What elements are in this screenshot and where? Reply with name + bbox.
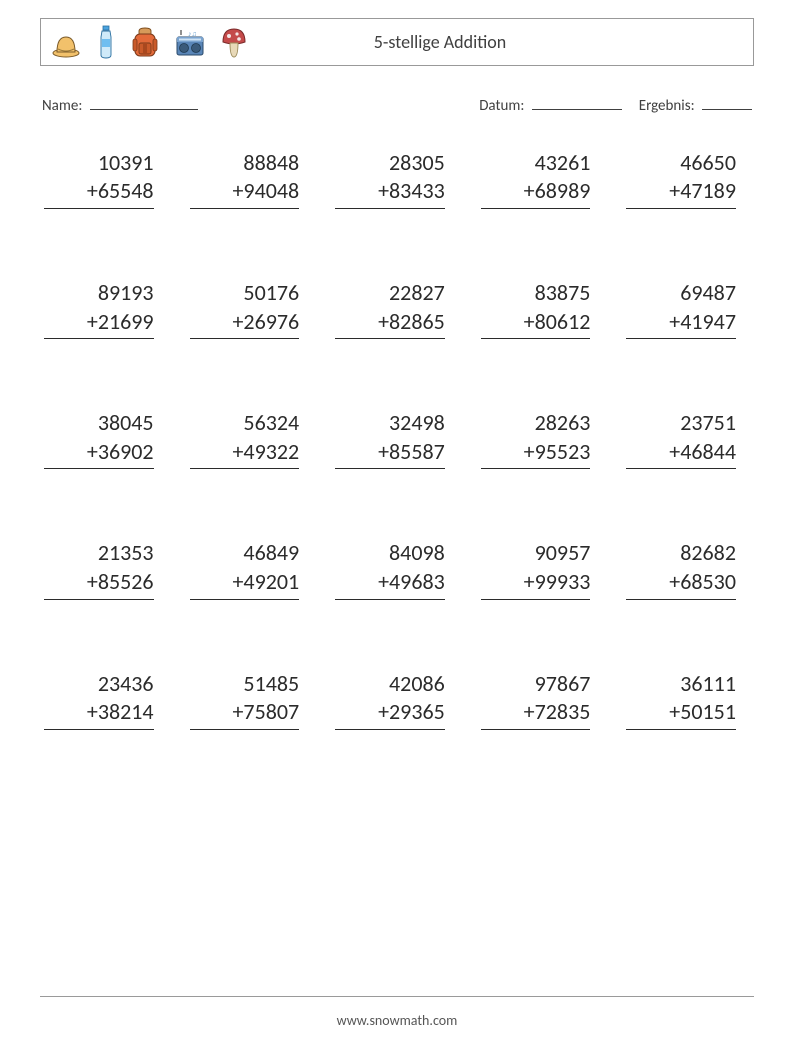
operand-bottom: +68530	[626, 568, 736, 600]
operand-bottom: +47189	[626, 177, 736, 209]
operand-bottom: +36902	[44, 438, 154, 470]
problem-3: 28305+83433	[335, 149, 459, 209]
problem-5: 46650+47189	[626, 149, 750, 209]
operand-top: 23436	[44, 670, 154, 699]
operand-bottom: +49322	[190, 438, 300, 470]
operand-top: 51485	[190, 670, 300, 699]
operand-top: 89193	[44, 279, 154, 308]
operand-bottom: +85526	[44, 568, 154, 600]
problem-2: 88848+94048	[190, 149, 314, 209]
operand-top: 42086	[335, 670, 445, 699]
operand-bottom: +80612	[481, 308, 591, 340]
problem-14: 28263+95523	[481, 409, 605, 469]
problem-1: 10391+65548	[44, 149, 168, 209]
operand-top: 46650	[626, 149, 736, 178]
operand-top: 84098	[335, 539, 445, 568]
backpack-icon	[131, 27, 159, 59]
operand-bottom: +72835	[481, 698, 591, 730]
problem-11: 38045+36902	[44, 409, 168, 469]
operand-bottom: +65548	[44, 177, 154, 209]
operand-top: 50176	[190, 279, 300, 308]
operand-bottom: +26976	[190, 308, 300, 340]
problem-12: 56324+49322	[190, 409, 314, 469]
problem-23: 42086+29365	[335, 670, 459, 730]
operand-top: 28305	[335, 149, 445, 178]
operand-top: 46849	[190, 539, 300, 568]
footer-rule	[40, 996, 754, 997]
operand-top: 88848	[190, 149, 300, 178]
operand-top: 43261	[481, 149, 591, 178]
result-label: Ergebnis:	[639, 97, 695, 115]
operand-bottom: +46844	[626, 438, 736, 470]
footer-text: www.snowmath.com	[0, 1012, 794, 1029]
operand-top: 56324	[190, 409, 300, 438]
bottle-icon	[97, 25, 115, 59]
operand-bottom: +49201	[190, 568, 300, 600]
radio-icon: ♪♫	[175, 29, 205, 59]
header-icons: ♪♫	[51, 25, 247, 59]
info-row: Name: Datum: Ergebnis:	[40, 94, 754, 115]
problem-13: 32498+85587	[335, 409, 459, 469]
operand-top: 83875	[481, 279, 591, 308]
problem-4: 43261+68989	[481, 149, 605, 209]
operand-top: 23751	[626, 409, 736, 438]
problem-15: 23751+46844	[626, 409, 750, 469]
problem-7: 50176+26976	[190, 279, 314, 339]
operand-top: 32498	[335, 409, 445, 438]
operand-bottom: +82865	[335, 308, 445, 340]
problem-8: 22827+82865	[335, 279, 459, 339]
operand-bottom: +49683	[335, 568, 445, 600]
result-blank[interactable]	[702, 94, 752, 110]
problem-20: 82682+68530	[626, 539, 750, 599]
problem-21: 23436+38214	[44, 670, 168, 730]
problem-22: 51485+75807	[190, 670, 314, 730]
operand-bottom: +85587	[335, 438, 445, 470]
mushroom-icon	[221, 27, 247, 59]
worksheet-title: 5-stellige Addition	[247, 31, 743, 53]
operand-bottom: +99933	[481, 568, 591, 600]
operand-top: 82682	[626, 539, 736, 568]
operand-bottom: +50151	[626, 698, 736, 730]
problem-24: 97867+72835	[481, 670, 605, 730]
operand-top: 38045	[44, 409, 154, 438]
problem-17: 46849+49201	[190, 539, 314, 599]
operand-top: 10391	[44, 149, 154, 178]
operand-top: 90957	[481, 539, 591, 568]
operand-bottom: +83433	[335, 177, 445, 209]
operand-bottom: +38214	[44, 698, 154, 730]
operand-top: 21353	[44, 539, 154, 568]
problem-9: 83875+80612	[481, 279, 605, 339]
operand-top: 69487	[626, 279, 736, 308]
header-box: ♪♫ 5-stellige Addition	[40, 18, 754, 66]
operand-bottom: +29365	[335, 698, 445, 730]
problem-19: 90957+99933	[481, 539, 605, 599]
operand-bottom: +94048	[190, 177, 300, 209]
operand-bottom: +68989	[481, 177, 591, 209]
operand-bottom: +95523	[481, 438, 591, 470]
problem-25: 36111+50151	[626, 670, 750, 730]
operand-top: 36111	[626, 670, 736, 699]
operand-top: 22827	[335, 279, 445, 308]
problem-16: 21353+85526	[44, 539, 168, 599]
operand-bottom: +21699	[44, 308, 154, 340]
problems-grid: 10391+6554888848+9404828305+8343343261+6…	[40, 149, 754, 730]
date-label: Datum:	[479, 97, 524, 115]
name-blank[interactable]	[90, 94, 198, 110]
operand-bottom: +41947	[626, 308, 736, 340]
problem-18: 84098+49683	[335, 539, 459, 599]
problem-10: 69487+41947	[626, 279, 750, 339]
operand-top: 28263	[481, 409, 591, 438]
date-blank[interactable]	[532, 94, 622, 110]
problem-6: 89193+21699	[44, 279, 168, 339]
operand-top: 97867	[481, 670, 591, 699]
operand-bottom: +75807	[190, 698, 300, 730]
name-label: Name:	[42, 97, 82, 115]
hat-icon	[51, 31, 81, 59]
